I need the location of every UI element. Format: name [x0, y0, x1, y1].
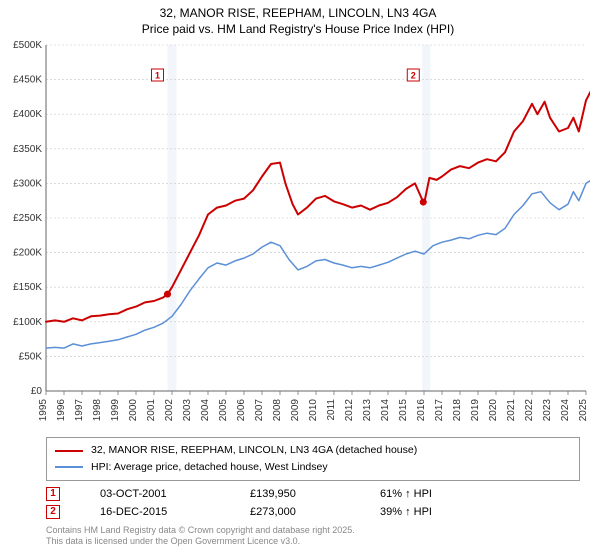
svg-text:2000: 2000: [128, 399, 139, 422]
svg-text:2001: 2001: [146, 399, 157, 422]
svg-text:2008: 2008: [272, 399, 283, 422]
svg-text:2010: 2010: [308, 399, 319, 422]
svg-text:2009: 2009: [290, 399, 301, 422]
title-line2: Price paid vs. HM Land Registry's House …: [6, 22, 590, 38]
sale-price: £273,000: [250, 506, 340, 518]
legend-row: 32, MANOR RISE, REEPHAM, LINCOLN, LN3 4G…: [55, 442, 571, 459]
sale-delta: 39% ↑ HPI: [380, 506, 470, 518]
legend: 32, MANOR RISE, REEPHAM, LINCOLN, LN3 4G…: [46, 437, 580, 481]
sale-delta: 61% ↑ HPI: [380, 488, 470, 500]
svg-text:2019: 2019: [470, 399, 481, 422]
svg-text:2021: 2021: [506, 399, 517, 422]
svg-text:£250K: £250K: [13, 213, 42, 224]
sale-price: £139,950: [250, 488, 340, 500]
svg-text:£0: £0: [31, 386, 43, 397]
svg-text:2017: 2017: [434, 399, 445, 422]
svg-text:£450K: £450K: [13, 75, 42, 86]
svg-text:1997: 1997: [74, 399, 85, 422]
sales-table: 1 03-OCT-2001 £139,950 61% ↑ HPI 2 16-DE…: [46, 485, 580, 521]
legend-swatch: [55, 450, 83, 452]
svg-text:2020: 2020: [488, 399, 499, 422]
footer-line1: Contains HM Land Registry data © Crown c…: [46, 525, 580, 536]
legend-row: HPI: Average price, detached house, West…: [55, 459, 571, 476]
sales-row: 1 03-OCT-2001 £139,950 61% ↑ HPI: [46, 485, 580, 503]
sale-date: 03-OCT-2001: [100, 488, 210, 500]
svg-text:2016: 2016: [416, 399, 427, 422]
marker-badge: 1: [46, 487, 60, 501]
svg-text:1996: 1996: [56, 399, 67, 422]
svg-text:2022: 2022: [524, 399, 535, 422]
chart-area: £0 £50K £100K £150K £200K £250K £300K £350K £400…: [6, 41, 590, 431]
svg-text:2003: 2003: [182, 399, 193, 422]
legend-swatch: [55, 466, 83, 468]
svg-text:2004: 2004: [200, 399, 211, 422]
svg-text:2002: 2002: [164, 399, 175, 422]
footer-line2: This data is licensed under the Open Gov…: [46, 536, 580, 547]
svg-text:1998: 1998: [92, 399, 103, 422]
svg-text:£100K: £100K: [13, 317, 42, 328]
chart-container: 32, MANOR RISE, REEPHAM, LINCOLN, LN3 4G…: [0, 0, 600, 560]
marker-badge: 2: [46, 505, 60, 519]
svg-text:2011: 2011: [326, 399, 337, 421]
legend-label: 32, MANOR RISE, REEPHAM, LINCOLN, LN3 4G…: [91, 442, 417, 459]
title-line1: 32, MANOR RISE, REEPHAM, LINCOLN, LN3 4G…: [6, 6, 590, 22]
svg-text:1999: 1999: [110, 399, 121, 422]
svg-text:2014: 2014: [380, 399, 391, 422]
title-block: 32, MANOR RISE, REEPHAM, LINCOLN, LN3 4G…: [6, 6, 590, 37]
svg-text:2007: 2007: [254, 399, 265, 422]
footer: Contains HM Land Registry data © Crown c…: [46, 525, 580, 548]
svg-text:£50K: £50K: [19, 352, 43, 363]
chart-svg: £0 £50K £100K £150K £200K £250K £300K £350K £400…: [6, 41, 590, 431]
svg-text:2006: 2006: [236, 399, 247, 422]
svg-text:2018: 2018: [452, 399, 463, 422]
svg-text:£400K: £400K: [13, 109, 42, 120]
svg-text:2015: 2015: [398, 399, 409, 422]
svg-text:£200K: £200K: [13, 248, 42, 259]
svg-text:2013: 2013: [362, 399, 373, 422]
svg-text:£150K: £150K: [13, 282, 42, 293]
svg-text:2: 2: [411, 71, 416, 81]
svg-text:2024: 2024: [560, 399, 571, 422]
legend-label: HPI: Average price, detached house, West…: [91, 459, 328, 476]
sales-row: 2 16-DEC-2015 £273,000 39% ↑ HPI: [46, 503, 580, 521]
svg-text:1995: 1995: [38, 399, 49, 422]
svg-text:£350K: £350K: [13, 144, 42, 155]
svg-text:2005: 2005: [218, 399, 229, 422]
svg-text:£300K: £300K: [13, 179, 42, 190]
svg-text:2025: 2025: [578, 399, 589, 422]
svg-text:£500K: £500K: [13, 41, 42, 51]
svg-text:2023: 2023: [542, 399, 553, 422]
sale-date: 16-DEC-2015: [100, 506, 210, 518]
svg-text:1: 1: [155, 71, 160, 81]
svg-text:2012: 2012: [344, 399, 355, 422]
